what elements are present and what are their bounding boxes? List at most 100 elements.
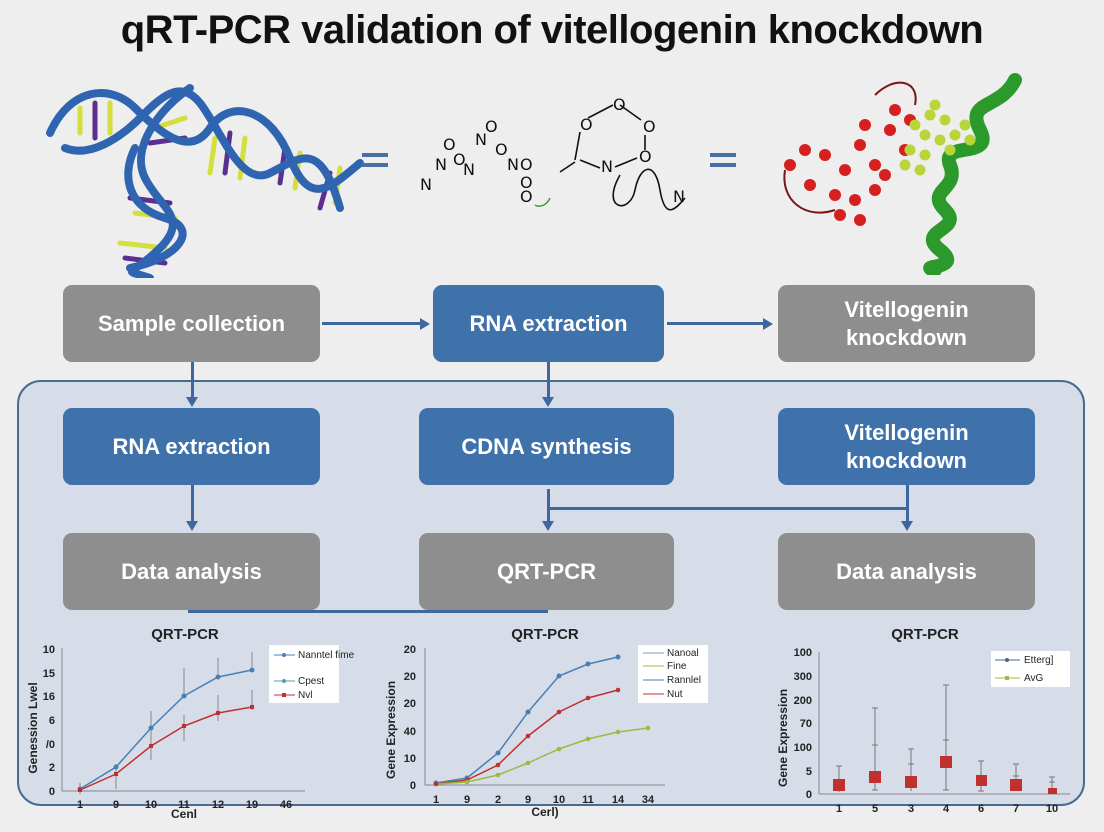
svg-text:O: O (495, 140, 508, 159)
y-tick: 0 (806, 789, 812, 801)
legend-label: Nut (667, 689, 683, 700)
y-tick: 6 (49, 715, 55, 727)
y-tick: 10 (404, 753, 416, 765)
y-tick: 100 (794, 647, 812, 659)
x-tick: 14 (612, 794, 625, 806)
arrow-down-icon (186, 397, 198, 407)
chart-title: QRT-PCR (511, 626, 579, 643)
y-tick: 5 (806, 766, 812, 778)
x-tick: 4 (943, 803, 950, 815)
connector-line (906, 485, 909, 522)
chart-gene-expression-1: QRT-PCR Gene Expression 0 10 40 20 20 20… (370, 620, 740, 820)
y-tick: 20 (404, 698, 416, 710)
flow-step-label: Data analysis (121, 558, 262, 584)
x-tick: 12 (212, 799, 224, 811)
flow-step-cdna-synthesis: CDNA synthesis (419, 408, 674, 485)
svg-text:N: N (673, 187, 685, 206)
flow-step-vitellogenin-knockdown: Vitellogenin knockdown (778, 408, 1035, 485)
flow-step-data-analysis-2: Data analysis (778, 533, 1035, 610)
x-tick: 5 (872, 803, 878, 815)
x-axis-label: Cenl (171, 807, 197, 821)
connector-line (547, 489, 550, 522)
scatter-chart-3: QRT-PCR Gene Expression 0 5 100 70 200 3… (776, 626, 1070, 815)
dna-helix-illustration (40, 78, 370, 282)
legend-label: AvG (1024, 673, 1043, 684)
x-tick: 11 (178, 799, 190, 811)
svg-text:O: O (443, 135, 456, 154)
flow-step-label: QRT-PCR (497, 558, 596, 584)
x-tick: 1 (836, 803, 842, 815)
x-tick: 11 (582, 794, 594, 806)
y-tick: 40 (404, 726, 416, 738)
x-tick: 2 (495, 794, 501, 806)
line-chart-2: QRT-PCR Gene Expression 0 10 40 20 20 20… (384, 626, 708, 819)
y-tick: 100 (794, 742, 812, 754)
arrow-down-icon (901, 521, 913, 531)
svg-text:O: O (453, 150, 466, 169)
x-tick: 10 (553, 794, 565, 806)
svg-text:O: O (485, 117, 498, 136)
flow-step-vitellogenin-knockdown-top: Vitellogenin knockdown (778, 285, 1035, 362)
arrow-down-icon (186, 521, 198, 531)
y-tick: 300 (794, 671, 812, 683)
connector-line (667, 322, 765, 325)
svg-text:O: O (643, 117, 656, 136)
svg-text:O: O (580, 115, 593, 134)
chart-gene-expression-2: QRT-PCR Gene Expression 0 5 100 70 200 3… (740, 620, 1104, 820)
y-axis-label: Gene Expression (384, 681, 398, 779)
svg-text:N: N (601, 157, 613, 176)
legend-label: Nvl (298, 690, 312, 701)
chart-gene-level: QRT-PCR Genession Lwel 0 2 /0 6 16 15 10… (0, 620, 370, 821)
protein-structure-illustration (765, 70, 1075, 277)
x-tick: 6 (978, 803, 984, 815)
equals-sign-1 (362, 153, 388, 167)
x-tick: 3 (908, 803, 914, 815)
y-tick: 2 (49, 762, 55, 774)
y-axis-label: Gene Expression (776, 689, 790, 787)
y-tick: 10 (43, 644, 55, 656)
svg-text:N: N (420, 175, 432, 194)
equals-sign-2 (710, 153, 736, 167)
legend-label: Fine (667, 661, 687, 672)
connector-line (188, 610, 548, 613)
svg-text:N: N (507, 155, 519, 174)
legend-label: Cpest (298, 676, 324, 687)
connector-line (547, 362, 550, 398)
svg-text:N: N (463, 160, 475, 179)
x-tick: 1 (77, 799, 83, 811)
chemical-structure-icon: NNO ONN OON OOO OOO ONN (420, 95, 686, 211)
connector-line (547, 507, 909, 510)
protein-structure-icon (783, 73, 1022, 277)
y-axis-label: Genession Lwel (26, 682, 40, 773)
flow-step-label: RNA extraction (469, 310, 628, 336)
legend-label: Nanoal (667, 648, 699, 659)
x-tick: 46 (280, 799, 292, 811)
legend-label: Nanntel fime (298, 650, 355, 661)
y-tick: 70 (800, 718, 812, 730)
y-tick: 200 (794, 695, 812, 707)
y-tick: 0 (49, 786, 55, 798)
y-tick: 20 (404, 671, 416, 683)
chart-title: QRT-PCR (891, 626, 959, 643)
y-tick: /0 (46, 739, 55, 751)
x-tick: 1 (433, 794, 439, 806)
x-axis-label: Cerl) (531, 805, 558, 819)
flow-step-label: CDNA synthesis (461, 433, 632, 459)
svg-text:O: O (520, 173, 533, 192)
arrow-down-icon (542, 521, 554, 531)
svg-text:O: O (520, 155, 533, 174)
arrow-right-icon (420, 318, 430, 330)
connector-line (191, 485, 194, 522)
legend-label: Etterg] (1024, 655, 1054, 666)
flow-step-rna-extraction: RNA extraction (63, 408, 320, 485)
x-tick: 9 (113, 799, 119, 811)
y-tick: 20 (404, 644, 416, 656)
arrow-down-icon (542, 397, 554, 407)
svg-text:O: O (520, 187, 533, 206)
y-tick: 15 (43, 668, 55, 680)
dna-helix-icon (46, 84, 364, 282)
x-tick: 19 (246, 799, 258, 811)
flow-step-data-analysis-1: Data analysis (63, 533, 320, 610)
flow-step-label: RNA extraction (112, 433, 271, 459)
